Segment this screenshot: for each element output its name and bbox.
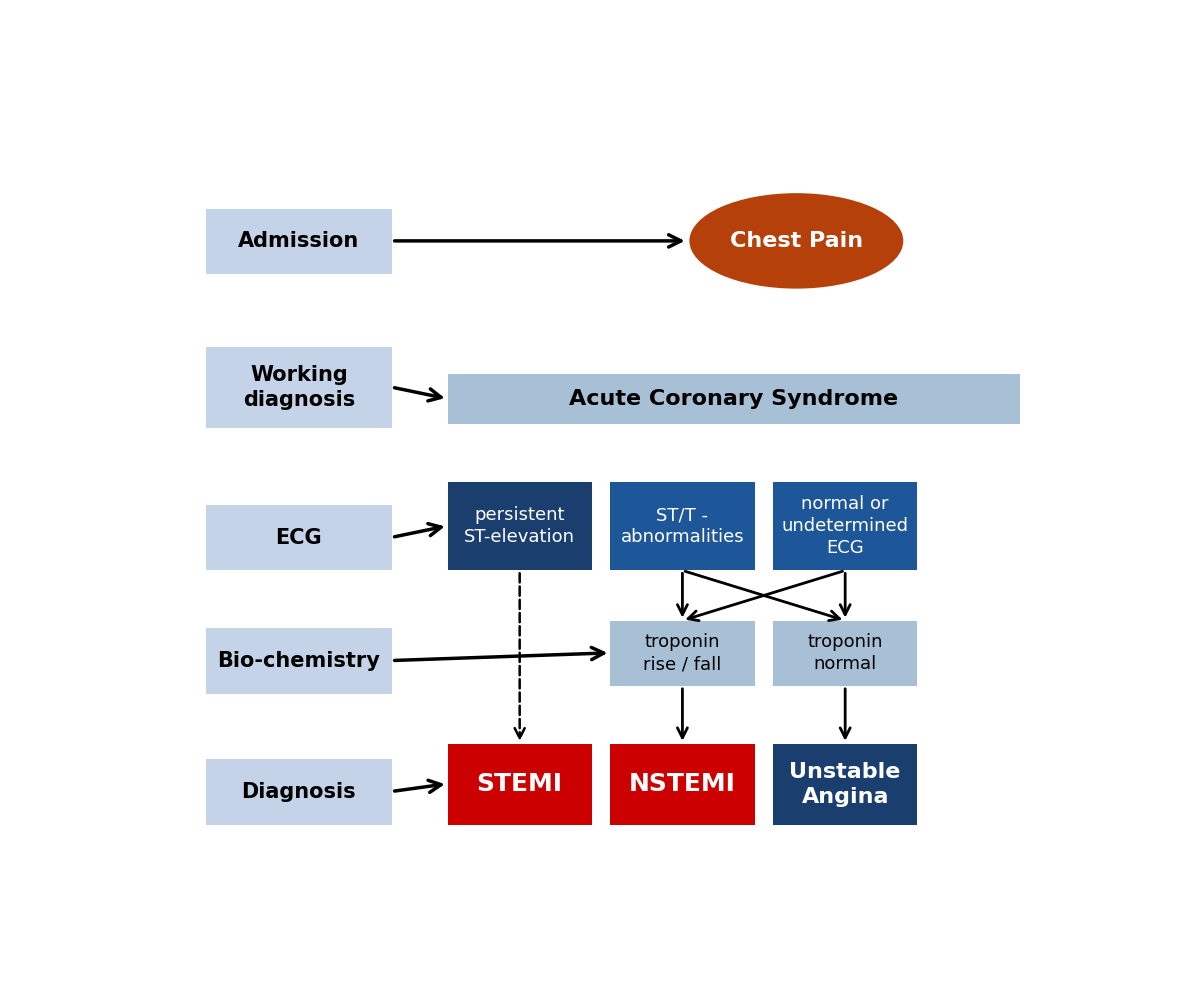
FancyBboxPatch shape: [448, 374, 1020, 424]
FancyBboxPatch shape: [773, 482, 917, 570]
FancyBboxPatch shape: [611, 744, 755, 825]
Text: persistent
ST-elevation: persistent ST-elevation: [464, 506, 575, 546]
FancyBboxPatch shape: [773, 744, 917, 825]
FancyBboxPatch shape: [611, 482, 755, 570]
Text: troponin
rise / fall: troponin rise / fall: [643, 633, 721, 673]
Text: Diagnosis: Diagnosis: [241, 782, 356, 802]
Text: STEMI: STEMI: [476, 772, 563, 796]
Text: normal or
undetermined
ECG: normal or undetermined ECG: [781, 495, 908, 557]
Text: Unstable
Angina: Unstable Angina: [790, 762, 901, 807]
Text: Working
diagnosis: Working diagnosis: [242, 365, 355, 410]
FancyBboxPatch shape: [611, 620, 755, 686]
Text: NSTEMI: NSTEMI: [629, 772, 736, 796]
FancyBboxPatch shape: [206, 209, 391, 274]
Text: ST/T -
abnormalities: ST/T - abnormalities: [620, 506, 744, 546]
FancyBboxPatch shape: [448, 482, 592, 570]
Text: Bio-chemistry: Bio-chemistry: [217, 651, 380, 671]
FancyBboxPatch shape: [206, 505, 391, 570]
FancyBboxPatch shape: [773, 620, 917, 686]
FancyBboxPatch shape: [206, 628, 391, 694]
Text: ECG: ECG: [276, 528, 322, 548]
Text: Chest Pain: Chest Pain: [730, 231, 863, 251]
Text: troponin
normal: troponin normal: [808, 633, 883, 673]
Text: Acute Coronary Syndrome: Acute Coronary Syndrome: [569, 389, 898, 409]
FancyBboxPatch shape: [448, 744, 592, 825]
FancyBboxPatch shape: [206, 759, 391, 825]
Ellipse shape: [689, 193, 904, 289]
FancyBboxPatch shape: [206, 347, 391, 428]
Text: Admission: Admission: [238, 231, 360, 251]
